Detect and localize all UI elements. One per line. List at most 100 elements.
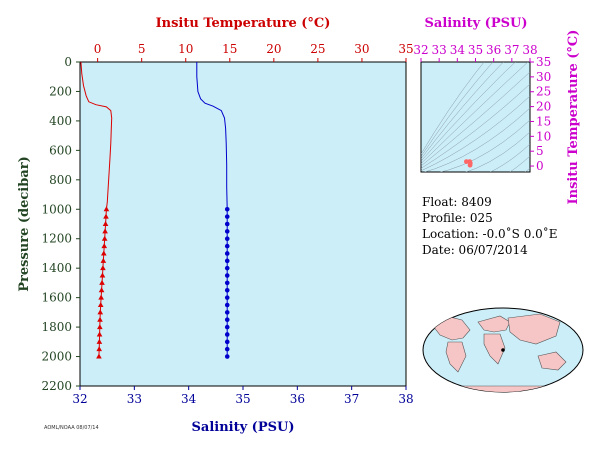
temperature-point — [98, 287, 105, 293]
ts-temperature-tick-label: 30 — [536, 70, 551, 84]
ts-salinity-tick-label: 35 — [468, 43, 483, 57]
salinity-point — [224, 324, 230, 330]
ts-salinity-tick-label: 34 — [450, 43, 466, 57]
isopycnal-line — [509, 155, 530, 172]
float-location: Location: -0.0˚S 0.0˚E — [422, 227, 558, 241]
float-location-dot — [501, 348, 505, 352]
temperature-tick-label: 35 — [398, 42, 413, 56]
salinity-point — [224, 251, 230, 256]
ts-points — [464, 159, 473, 168]
ts-point — [464, 159, 469, 164]
salinity-point — [224, 229, 230, 234]
ts-isopycnal-lines — [421, 62, 530, 172]
pressure-axis-title: Pressure (decibar) — [17, 156, 32, 292]
salinity-point — [224, 310, 230, 315]
salinity-point — [224, 295, 230, 300]
isopycnal-line — [424, 107, 530, 172]
pressure-tick-label: 1400 — [41, 261, 72, 275]
salinity-point — [224, 265, 230, 271]
ts-temperature-tick-label: 10 — [536, 129, 551, 143]
pressure-tick-label: 1800 — [41, 320, 72, 334]
temperature-tick-label: 10 — [178, 42, 193, 56]
ts-salinity-tick-label: 36 — [486, 43, 501, 57]
salinity-point — [224, 317, 230, 323]
temperature-tick-label: 30 — [354, 42, 369, 56]
salinity-tick-label: 36 — [290, 392, 305, 406]
temperature-point — [96, 331, 103, 337]
salinity-tick-label: 37 — [344, 392, 359, 406]
ts-temperature-tick-label: 5 — [536, 144, 544, 158]
temperature-axis: 0 5 10 15 20 25 30 35 — [94, 42, 414, 62]
salinity-point — [224, 302, 230, 308]
salinity-point — [224, 339, 230, 345]
temperature-tick-label: 25 — [310, 42, 325, 56]
isopycnal-line — [421, 62, 529, 164]
profile-series — [80, 61, 230, 359]
temperature-point — [97, 302, 104, 307]
salinity-axis-title: Salinity (PSU) — [192, 420, 295, 435]
isopycnal-line — [421, 71, 530, 167]
temperature-point — [99, 279, 105, 285]
salinity-point — [224, 354, 230, 359]
isopycnal-line — [489, 143, 530, 172]
temperature-point — [99, 272, 106, 278]
salinity-tick-label: 34 — [181, 392, 197, 406]
ts-plot-area — [420, 61, 531, 173]
temperature-tick-label: 5 — [138, 42, 146, 56]
isopycnal-line — [465, 131, 530, 172]
ts-temperature-tick-label: 25 — [536, 85, 551, 99]
profile-date: Date: 06/07/2014 — [422, 243, 528, 257]
temperature-point — [97, 324, 103, 330]
salinity-point — [224, 243, 230, 249]
float-id: Float: 8409 — [422, 195, 492, 209]
salinity-tick-label: 38 — [398, 392, 413, 406]
temperature-tick-label: 15 — [222, 42, 237, 56]
profile-chart: 0 5 10 15 20 25 30 35 32 33 34 35 36 37 38 0 200 400 600… — [17, 16, 414, 435]
salinity-point — [224, 280, 230, 286]
temperature-point — [96, 346, 103, 352]
pressure-axis: 0 200 400 600 800 1000 1200 1400 1600 1800 2000 220… — [41, 55, 80, 393]
isopycnal-line — [421, 83, 530, 169]
ts-salinity-tick-label: 32 — [413, 43, 428, 57]
isopycnal-line — [524, 167, 530, 172]
pressure-tick-label: 600 — [49, 143, 72, 157]
pressure-tick-label: 400 — [49, 114, 72, 128]
ts-salinity-axis: 32 33 34 35 36 37 38 — [413, 43, 538, 62]
temperature-point — [102, 228, 108, 234]
ts-salinity-tick-label: 33 — [432, 43, 447, 57]
temperature-point — [103, 206, 110, 212]
isopycnal-line — [421, 62, 485, 155]
pressure-tick-label: 800 — [49, 173, 72, 187]
temperature-point — [96, 353, 102, 359]
pressure-tick-label: 1000 — [41, 202, 72, 216]
pressure-tick-label: 1600 — [41, 291, 72, 305]
world-map-inset — [422, 307, 584, 393]
isopycnal-line — [421, 62, 504, 159]
salinity-point — [224, 214, 230, 219]
salinity-tick-label: 35 — [235, 392, 250, 406]
temperature-point — [103, 213, 109, 219]
ts-temperature-tick-label: 0 — [536, 159, 544, 173]
salinity-point — [224, 206, 230, 212]
temperature-point — [102, 221, 109, 226]
salinity-tick-label: 32 — [72, 392, 87, 406]
temperature-tick-label: 20 — [266, 42, 281, 56]
salinity-point — [224, 258, 230, 264]
temperature-point — [97, 309, 104, 315]
salinity-point — [224, 287, 230, 293]
ts-salinity-axis-title: Salinity (PSU) — [425, 16, 528, 31]
profile-plot-area — [79, 61, 407, 387]
temperature-axis-title: Insitu Temperature (°C) — [156, 16, 331, 31]
salinity-tick-label: 33 — [127, 392, 142, 406]
salinity-point — [224, 221, 230, 227]
isopycnal-line — [421, 95, 530, 172]
float-location-marker — [501, 348, 505, 352]
isopycnal-line — [421, 62, 494, 157]
salinity-axis: 32 33 34 35 36 37 38 — [72, 386, 414, 406]
temperature-point — [97, 316, 103, 322]
salinity-point — [224, 332, 230, 337]
